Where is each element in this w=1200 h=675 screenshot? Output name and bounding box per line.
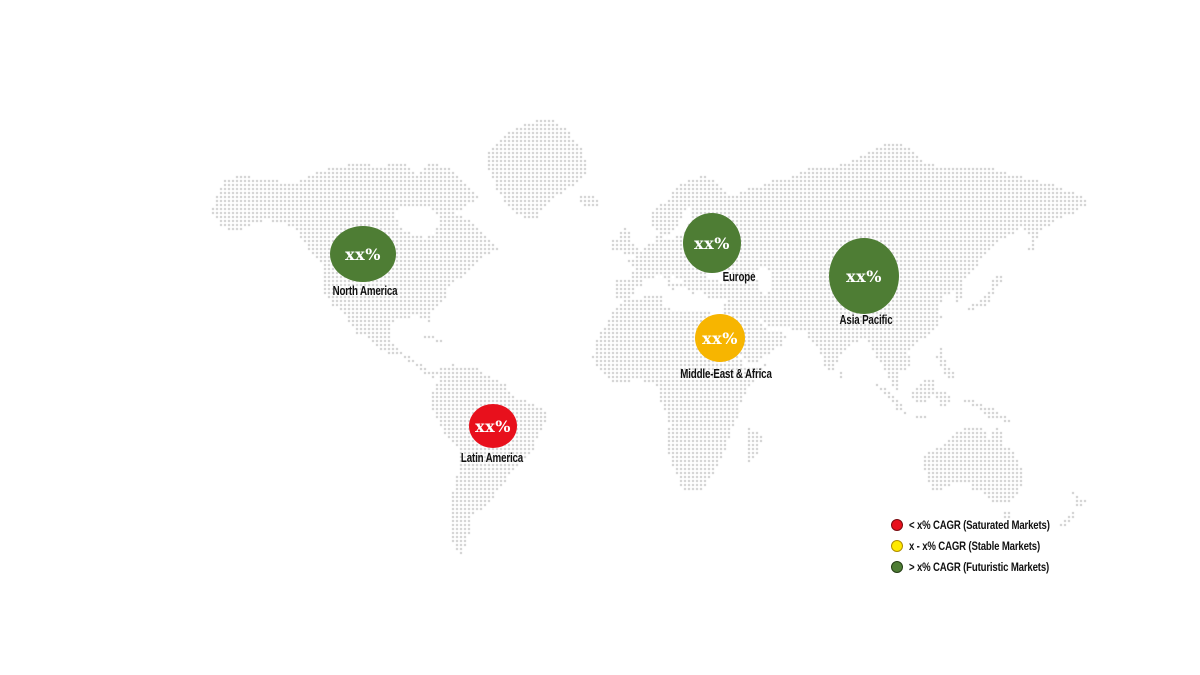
region-value: xx% [702,328,738,348]
cagr-legend: < x% CAGR (Saturated Markets) x - x% CAG… [891,518,1085,574]
legend-label: x - x% CAGR (Stable Markets) [909,539,1041,553]
region-label: Asia Pacific [839,312,893,327]
legend-item: > x% CAGR (Futuristic Markets) [891,560,1085,574]
region-label: Middle-East & Africa [680,366,772,381]
region-bubble: xx% [683,213,741,273]
region-value: xx% [846,266,882,286]
legend-item: x - x% CAGR (Stable Markets) [891,539,1085,553]
region-value: xx% [345,244,381,264]
region-label: Latin America [460,450,524,465]
region-value: xx% [475,416,511,436]
legend-dot-icon [891,540,903,552]
region-bubble: xx% [469,404,517,448]
region-label: Europe [722,269,756,284]
region-value: xx% [694,233,730,253]
legend-dot-icon [891,561,903,573]
legend-label: > x% CAGR (Futuristic Markets) [909,560,1050,574]
region-label: North America [332,283,398,298]
legend-dot-icon [891,519,903,531]
region-bubble: xx% [829,238,899,314]
legend-label: < x% CAGR (Saturated Markets) [909,518,1050,532]
region-bubble: xx% [330,226,396,282]
legend-item: < x% CAGR (Saturated Markets) [891,518,1085,532]
region-bubble: xx% [695,314,745,362]
